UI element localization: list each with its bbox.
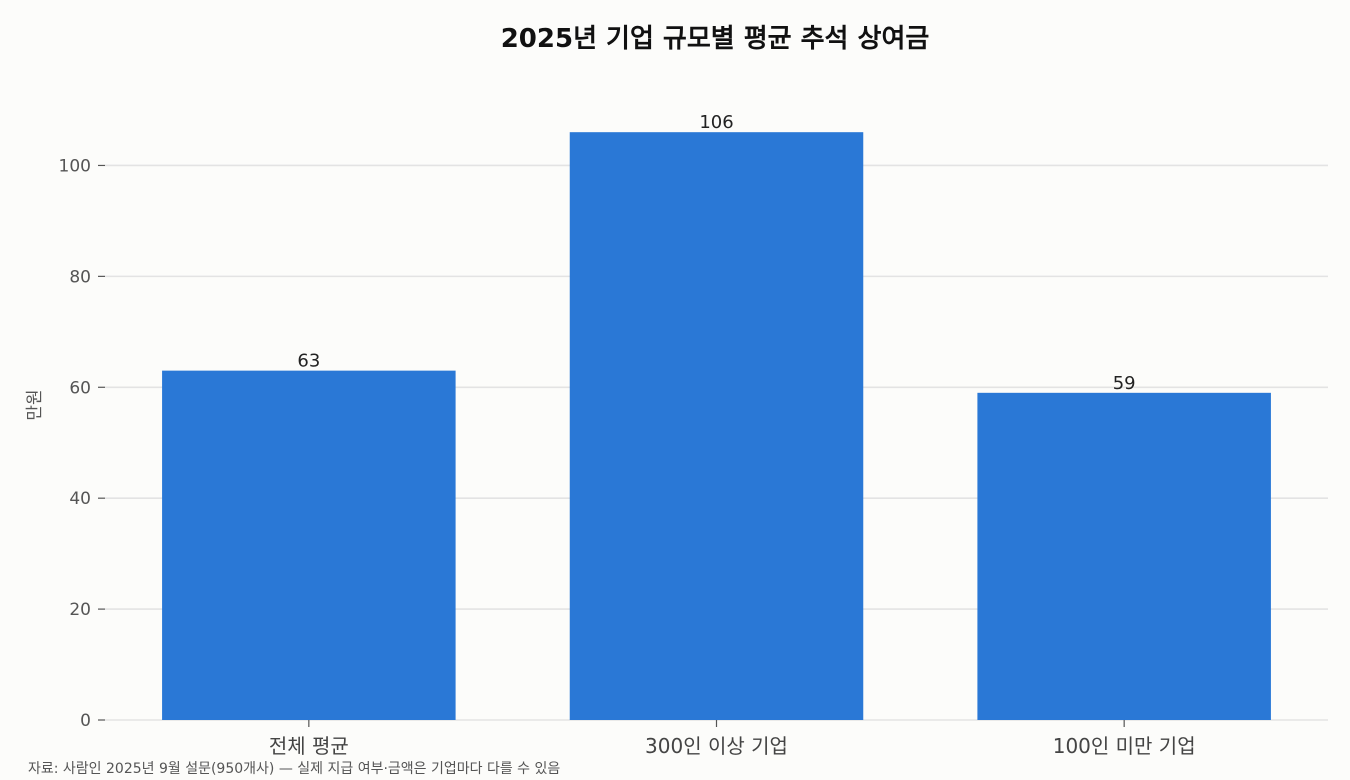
x-tick-label: 300인 이상 기업 <box>645 734 788 758</box>
x-axis: 전체 평균 300인 이상 기업 100인 미만 기업 <box>269 720 1196 758</box>
y-axis-label: 만원 <box>25 389 45 420</box>
y-tick-label: 100 <box>59 156 91 176</box>
y-tick-label: 80 <box>69 267 91 287</box>
x-tick-label: 100인 미만 기업 <box>1053 734 1196 758</box>
bars: 63 106 59 <box>162 112 1271 720</box>
y-tick-label: 20 <box>69 600 91 620</box>
data-label: 106 <box>699 112 733 133</box>
x-tick-label: 전체 평균 <box>269 734 349 758</box>
bar <box>162 370 456 720</box>
bar <box>569 132 864 720</box>
chart-title: 2025년 기업 규모별 평균 추석 상여금 <box>501 24 930 54</box>
bar <box>977 392 1271 720</box>
y-tick-label: 60 <box>69 378 91 398</box>
data-label: 59 <box>1113 373 1136 394</box>
y-tick-label: 0 <box>80 711 91 731</box>
y-axis: 0 20 40 60 80 100 <box>59 156 105 731</box>
source-note: 자료: 사람인 2025년 9월 설문(950개사) — 실제 지급 여부·금액… <box>28 761 560 777</box>
y-tick-label: 40 <box>69 489 91 509</box>
data-label: 63 <box>297 351 320 372</box>
